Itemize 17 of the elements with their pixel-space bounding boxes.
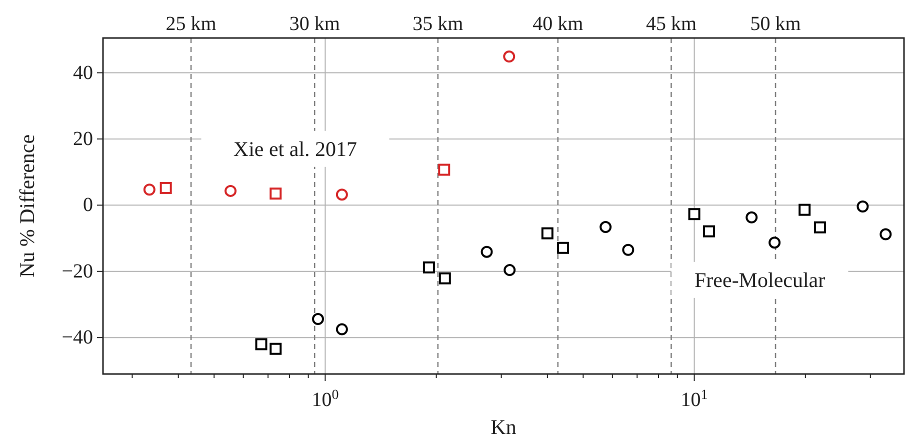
y-tick-label: −40	[62, 326, 93, 349]
ref-line-label: 40 km	[532, 13, 584, 35]
ref-line-label: 30 km	[289, 13, 340, 35]
x-axis-title: Kn	[490, 415, 517, 436]
y-tick-label: 40	[73, 62, 93, 84]
annotation: Xie et al. 2017	[233, 136, 358, 161]
ref-line-label: 25 km	[166, 13, 217, 35]
ref-line-label: 35 km	[412, 13, 464, 35]
ref-line-label: 45 km	[646, 13, 697, 35]
y-tick-label: −20	[62, 260, 93, 282]
ref-line-label: 50 km	[750, 13, 802, 35]
y-tick-label: 20	[73, 128, 93, 150]
y-axis-title: Nu % Difference	[15, 134, 39, 278]
x-tick-label: 10$^{0}$	[312, 388, 339, 411]
annotation: Free-Molecular	[694, 268, 826, 292]
x-tick-label: 10$^{1}$	[680, 388, 708, 411]
y-tick-label: 0	[83, 194, 93, 216]
